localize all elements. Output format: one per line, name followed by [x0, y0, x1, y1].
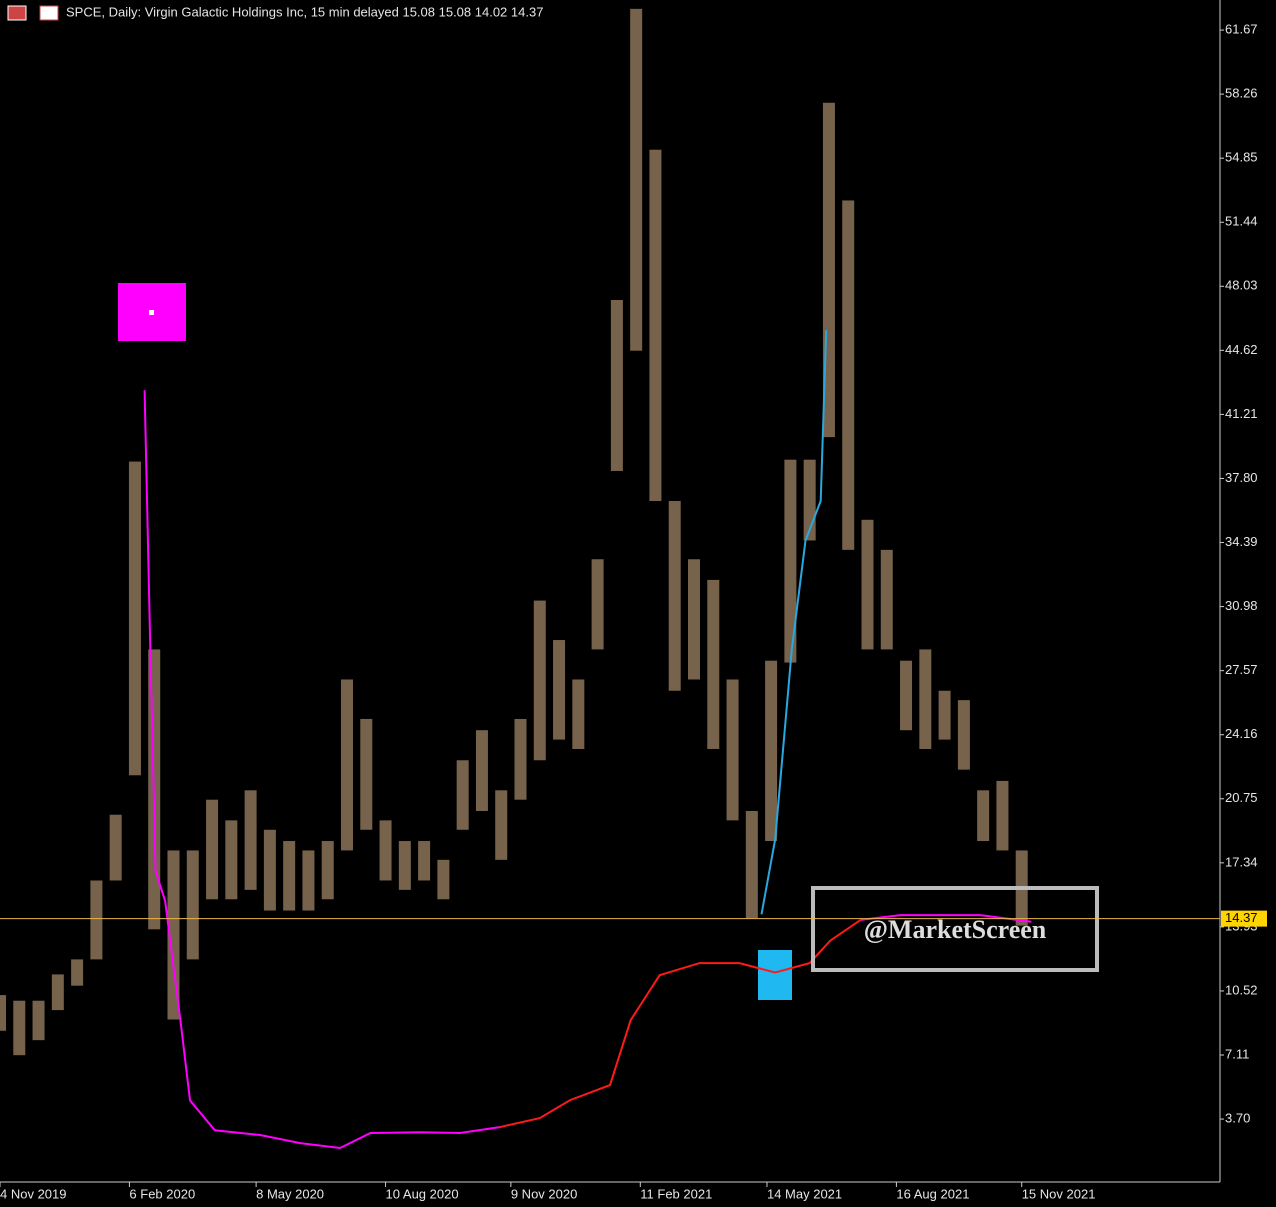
price-bar: [610, 300, 623, 471]
toolbar-icon: [7, 5, 27, 21]
y-tick-label: 30.98: [1225, 598, 1258, 613]
y-tick-label: 24.16: [1225, 726, 1258, 741]
price-bar: [13, 1000, 26, 1056]
price-bar: [861, 519, 874, 650]
x-tick-label: 10 Aug 2020: [386, 1186, 459, 1201]
y-tick-label: 37.80: [1225, 470, 1258, 485]
price-bar: [591, 559, 604, 650]
price-bar: [71, 959, 84, 986]
price-bar: [784, 459, 797, 663]
chart-title: SPCE, Daily: Virgin Galactic Holdings In…: [66, 4, 543, 19]
toolbar-icon: [39, 5, 59, 21]
price-bar: [977, 790, 990, 842]
y-tick-label: 7.11: [1225, 1046, 1249, 1061]
price-bar: [186, 850, 199, 960]
y-tick-label: 48.03: [1225, 278, 1258, 293]
price-bar: [514, 718, 527, 800]
price-bar: [996, 780, 1009, 851]
watermark: @MarketScreen: [864, 915, 1047, 944]
price-bar: [495, 790, 508, 860]
price-bar: [32, 1000, 45, 1041]
price-bar: [900, 660, 913, 731]
price-bar: [437, 859, 450, 900]
y-tick-label: 51.44: [1225, 214, 1258, 229]
price-bar: [51, 974, 64, 1011]
x-tick-label: 9 Nov 2020: [511, 1186, 578, 1201]
price-bar: [360, 718, 373, 830]
price-bar: [302, 850, 315, 911]
price-bar: [244, 790, 257, 890]
y-tick-label: 27.57: [1225, 662, 1258, 677]
y-tick-label: 41.21: [1225, 406, 1258, 421]
price-bar: [919, 649, 932, 749]
price-bar: [572, 679, 585, 749]
price-bar: [842, 200, 855, 550]
price-bar: [765, 660, 778, 842]
price-bar: [938, 690, 951, 740]
y-tick-label: 34.39: [1225, 534, 1258, 549]
y-tick-label: 17.34: [1225, 854, 1258, 869]
y-tick-label: 44.62: [1225, 342, 1258, 357]
price-bar: [726, 679, 739, 821]
y-tick-label: 3.70: [1225, 1111, 1250, 1126]
price-bar: [649, 149, 662, 502]
drawing-object[interactable]: [758, 950, 792, 1000]
price-bar: [707, 579, 720, 749]
x-tick-label: 16 Aug 2021: [896, 1186, 969, 1201]
x-tick-label: 11 Feb 2021: [640, 1186, 712, 1201]
price-bar: [630, 8, 643, 351]
indicator-line: [143, 390, 500, 1150]
price-bar: [0, 995, 6, 1031]
x-tick-label: 15 Nov 2021: [1022, 1186, 1096, 1201]
price-bar: [668, 501, 681, 691]
price-bar: [418, 841, 431, 881]
y-tick-label: 20.75: [1225, 790, 1258, 805]
handle[interactable]: [149, 310, 154, 315]
price-bar: [880, 549, 893, 650]
y-tick-label: 58.26: [1225, 86, 1258, 101]
price-label: 14.37: [1225, 910, 1258, 925]
watermark-box: [811, 886, 1099, 972]
price-bar: [456, 760, 469, 830]
price-label-box: [1221, 910, 1267, 927]
price-bar: [90, 880, 103, 960]
price-bar: [533, 600, 546, 761]
price-bar: [475, 730, 488, 811]
x-tick-label: 14 May 2021: [767, 1186, 842, 1201]
y-tick-label: 61.67: [1225, 21, 1258, 36]
price-bar: [553, 640, 566, 740]
price-bar: [128, 461, 141, 776]
price-bar: [957, 700, 970, 770]
y-tick-label: 10.52: [1225, 982, 1258, 997]
x-tick-label: 8 May 2020: [256, 1186, 324, 1201]
price-bar: [263, 829, 276, 911]
price-bar: [398, 841, 411, 890]
price-bar: [283, 841, 296, 911]
price-bar: [340, 679, 353, 851]
indicator-line: [760, 330, 828, 915]
price-bar: [109, 814, 122, 881]
x-tick-label: 4 Nov 2019: [0, 1186, 67, 1201]
price-bar: [687, 559, 700, 680]
price-bar: [321, 841, 334, 900]
y-tick-label: 54.85: [1225, 150, 1258, 165]
price-bar: [167, 850, 180, 1020]
price-bar: [225, 820, 238, 900]
price-bar: [745, 810, 758, 919]
price-bar: [379, 820, 392, 881]
x-tick-label: 6 Feb 2020: [129, 1186, 195, 1201]
price-bar: [206, 799, 219, 900]
